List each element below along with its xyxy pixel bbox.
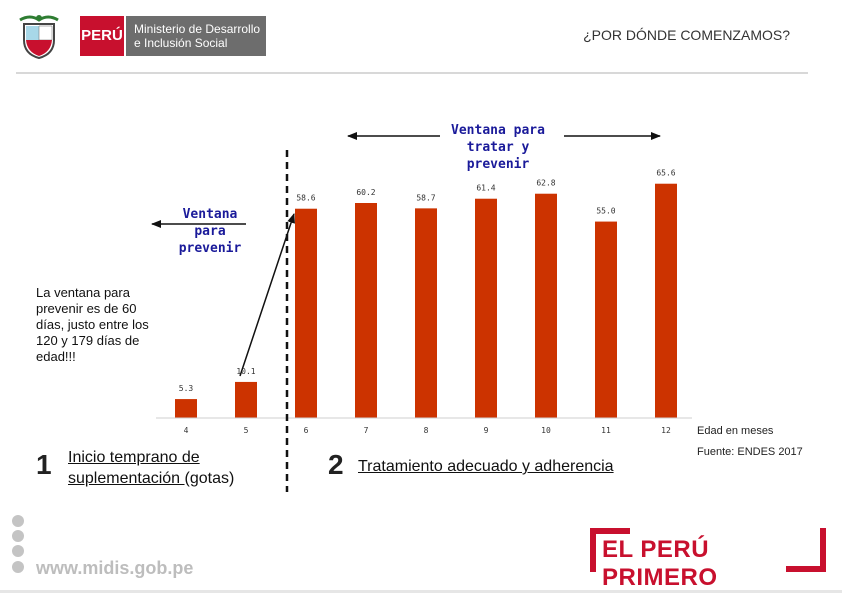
transition-arrow — [239, 213, 295, 377]
step-1-text: Inicio temprano de suplementación (gotas… — [68, 447, 288, 489]
x-tick-4: 4 — [184, 426, 189, 435]
value-label-4: 5.3 — [179, 384, 194, 393]
step-1-plain: (gotas) — [184, 470, 235, 487]
page-title: ¿POR DÓNDE COMENZAMOS? — [583, 27, 790, 43]
treat-window-label-line-3: prevenir — [466, 157, 530, 172]
bar-4 — [175, 399, 197, 418]
ministry-line-2: e Inclusión Social — [134, 36, 228, 50]
step-1-number: 1 — [36, 449, 52, 480]
prevent-window-label-line-3: prevenir — [178, 241, 242, 256]
value-label-11: 55.0 — [596, 207, 615, 216]
step-2-number: 2 — [328, 449, 344, 480]
ministry-logo: PERÚ Ministerio de Desarrollo e Inclusió… — [18, 14, 268, 64]
bottom-divider — [0, 590, 842, 593]
bar-5 — [235, 381, 257, 418]
header-divider — [16, 72, 808, 74]
instagram-icon[interactable] — [12, 545, 24, 557]
treat-window-label: Ventana para tratar y prevenir — [428, 122, 568, 173]
prevent-window-label-line-2: para — [194, 224, 226, 239]
bars-layer: 5.3 4 10.1 5 58.6 6 60.2 7 58.7 8 61.4 9 62.8 10 55.0 1… — [175, 169, 677, 435]
footer-url[interactable]: www.midis.gob.pe — [36, 558, 194, 578]
value-label-6: 58.6 — [296, 194, 315, 203]
x-tick-9: 9 — [484, 426, 489, 435]
x-tick-6: 6 — [304, 426, 309, 435]
prevent-window-label-line-1: Ventana — [182, 207, 238, 222]
treat-window-label-line-2: tratar y — [466, 140, 530, 155]
youtube-icon[interactable] — [12, 561, 24, 573]
value-label-7: 60.2 — [356, 188, 375, 197]
logo-text: EL PERÚ PRIMERO — [602, 536, 718, 591]
x-axis-label: Edad en meses — [697, 425, 774, 437]
bar-10 — [535, 193, 557, 418]
step-2-underlined: Tratamiento adecuado y adherencia — [358, 458, 614, 475]
value-label-8: 58.7 — [416, 193, 435, 202]
value-label-10: 62.8 — [536, 179, 555, 188]
step-1-underlined: Inicio temprano de suplementación — [68, 449, 200, 487]
value-label-9: 61.4 — [476, 184, 495, 193]
x-tick-10: 10 — [541, 426, 551, 435]
social-icons — [12, 515, 24, 573]
x-tick-7: 7 — [364, 426, 369, 435]
x-tick-5: 5 — [244, 426, 249, 435]
x-tick-12: 12 — [661, 426, 671, 435]
logo-frame-bottom — [786, 566, 826, 572]
step-2-text: Tratamiento adecuado y adherencia — [358, 456, 688, 477]
twitter-icon[interactable] — [12, 530, 24, 542]
bar-7 — [355, 203, 377, 418]
logo-frame-top — [590, 528, 630, 534]
side-note: La ventana para prevenir es de 60 días, … — [36, 285, 149, 364]
bar-9 — [475, 198, 497, 418]
ministry-line-1: Ministerio de Desarrollo — [134, 22, 261, 36]
coat-of-arms-icon — [19, 15, 59, 60]
ministry-name: Ministerio de Desarrollo e Inclusión Soc… — [126, 16, 266, 56]
facebook-icon[interactable] — [12, 515, 24, 527]
logo-frame-right — [820, 528, 826, 572]
x-tick-11: 11 — [601, 426, 611, 435]
logo-frame-left — [590, 528, 596, 572]
value-label-12: 65.6 — [656, 169, 675, 178]
bar-12 — [655, 183, 677, 418]
x-tick-8: 8 — [424, 426, 429, 435]
bar-11 — [595, 221, 617, 418]
bar-8 — [415, 208, 437, 418]
el-peru-primero-logo: EL PERÚ PRIMERO — [590, 524, 826, 591]
prevent-window-label: Ventana para prevenir — [150, 206, 270, 257]
bar-6 — [295, 208, 317, 418]
source-note: Fuente: ENDES 2017 — [697, 446, 803, 458]
peru-label: PERÚ — [80, 16, 124, 56]
value-label-5: 10.1 — [236, 367, 255, 376]
treat-window-label-line-1: Ventana para — [451, 123, 545, 138]
